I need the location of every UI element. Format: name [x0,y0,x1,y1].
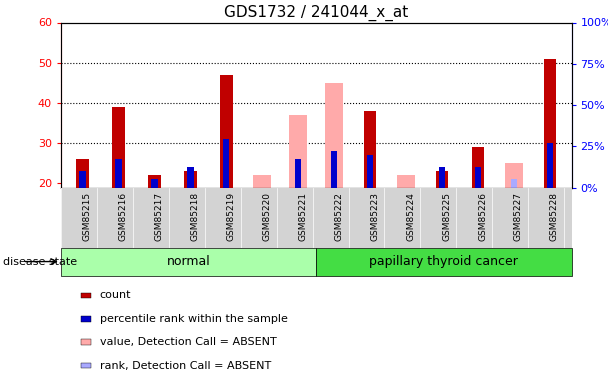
Text: rank, Detection Call = ABSENT: rank, Detection Call = ABSENT [100,361,271,370]
Text: GSM85225: GSM85225 [442,192,451,241]
Bar [475,167,482,188]
Bar [76,159,89,188]
Bar [544,59,556,188]
Text: GSM85220: GSM85220 [262,192,271,241]
Text: GSM85222: GSM85222 [334,192,343,241]
Bar [325,83,343,188]
Text: GSM85217: GSM85217 [154,192,164,242]
Bar [547,143,553,188]
Bar [436,171,448,188]
Bar [79,171,86,188]
Bar [289,115,307,188]
Text: GSM85227: GSM85227 [514,192,523,241]
Text: GSM85221: GSM85221 [298,192,307,241]
Title: GDS1732 / 241044_x_at: GDS1732 / 241044_x_at [224,5,409,21]
Bar [184,171,196,188]
Bar [505,164,523,188]
Bar [187,167,193,188]
Text: GSM85224: GSM85224 [406,192,415,241]
Bar [331,151,337,188]
Bar [61,248,316,276]
Bar [295,159,302,188]
Text: GSM85216: GSM85216 [119,192,127,242]
Bar [295,159,302,188]
Bar [81,316,91,322]
Bar [81,363,91,368]
Bar [220,75,232,188]
Bar [511,180,517,188]
Text: percentile rank within the sample: percentile rank within the sample [100,314,288,324]
Bar [364,111,376,188]
Text: disease state: disease state [3,256,77,267]
Text: value, Detection Call = ABSENT: value, Detection Call = ABSENT [100,337,276,347]
Text: count: count [100,290,131,300]
Bar [81,339,91,345]
Text: GSM85226: GSM85226 [478,192,487,241]
Bar [397,176,415,188]
Bar [112,107,125,188]
Bar [472,147,485,188]
Text: GSM85223: GSM85223 [370,192,379,241]
Bar [148,176,161,188]
Bar [115,159,122,188]
Text: papillary thyroid cancer: papillary thyroid cancer [370,255,518,268]
Text: GSM85215: GSM85215 [82,192,91,242]
Text: GSM85219: GSM85219 [226,192,235,242]
Bar [81,292,91,298]
Bar [151,180,157,188]
Bar [367,155,373,188]
Bar [223,139,229,188]
Bar [316,248,572,276]
Bar [331,151,337,188]
Bar [439,167,445,188]
Text: GSM85228: GSM85228 [550,192,559,241]
Text: GSM85218: GSM85218 [190,192,199,242]
Text: normal: normal [167,255,210,268]
Bar [253,176,271,188]
